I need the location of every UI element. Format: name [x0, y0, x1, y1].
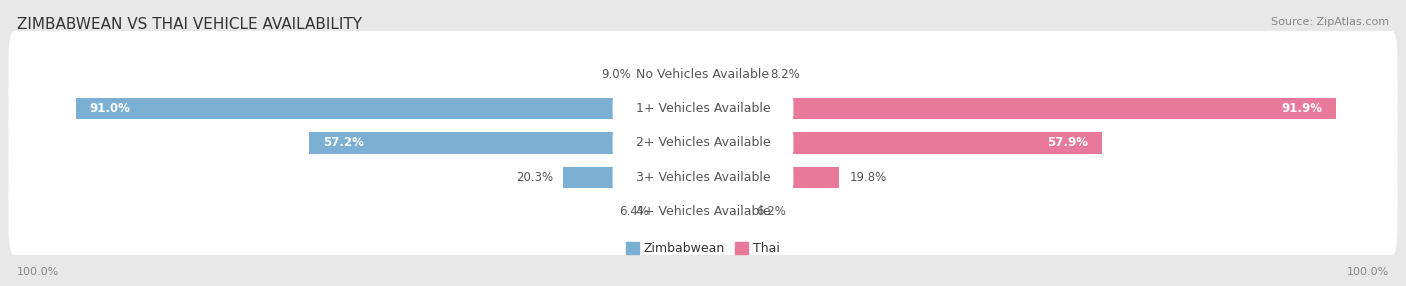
- Bar: [309, 132, 703, 154]
- FancyBboxPatch shape: [613, 166, 793, 188]
- Text: 6.2%: 6.2%: [756, 205, 786, 218]
- Bar: [703, 98, 1336, 119]
- Bar: [703, 201, 745, 222]
- FancyBboxPatch shape: [613, 201, 793, 223]
- Bar: [703, 167, 839, 188]
- Bar: [703, 132, 1102, 154]
- Text: 19.8%: 19.8%: [849, 171, 887, 184]
- FancyBboxPatch shape: [613, 132, 793, 154]
- Text: 6.4%: 6.4%: [619, 205, 648, 218]
- Legend: Zimbabwean, Thai: Zimbabwean, Thai: [621, 237, 785, 260]
- Bar: [703, 64, 759, 85]
- Bar: [76, 98, 703, 119]
- FancyBboxPatch shape: [613, 63, 793, 85]
- FancyBboxPatch shape: [613, 98, 793, 120]
- Text: 91.0%: 91.0%: [90, 102, 131, 115]
- FancyBboxPatch shape: [8, 134, 1398, 221]
- FancyBboxPatch shape: [8, 168, 1398, 255]
- Text: 4+ Vehicles Available: 4+ Vehicles Available: [636, 205, 770, 218]
- Text: 2+ Vehicles Available: 2+ Vehicles Available: [636, 136, 770, 150]
- Text: 8.2%: 8.2%: [770, 68, 800, 81]
- FancyBboxPatch shape: [8, 31, 1398, 118]
- Text: 1+ Vehicles Available: 1+ Vehicles Available: [636, 102, 770, 115]
- Text: 3+ Vehicles Available: 3+ Vehicles Available: [636, 171, 770, 184]
- Text: 57.9%: 57.9%: [1047, 136, 1088, 150]
- Text: 100.0%: 100.0%: [1347, 267, 1389, 277]
- FancyBboxPatch shape: [8, 65, 1398, 152]
- Text: 20.3%: 20.3%: [516, 171, 553, 184]
- Bar: [641, 64, 703, 85]
- Text: 57.2%: 57.2%: [323, 136, 364, 150]
- Text: 9.0%: 9.0%: [600, 68, 631, 81]
- Text: ZIMBABWEAN VS THAI VEHICLE AVAILABILITY: ZIMBABWEAN VS THAI VEHICLE AVAILABILITY: [17, 17, 361, 32]
- Bar: [564, 167, 703, 188]
- Text: No Vehicles Available: No Vehicles Available: [637, 68, 769, 81]
- Text: 91.9%: 91.9%: [1281, 102, 1323, 115]
- Bar: [659, 201, 703, 222]
- Text: Source: ZipAtlas.com: Source: ZipAtlas.com: [1271, 17, 1389, 27]
- FancyBboxPatch shape: [8, 100, 1398, 186]
- Text: 100.0%: 100.0%: [17, 267, 59, 277]
